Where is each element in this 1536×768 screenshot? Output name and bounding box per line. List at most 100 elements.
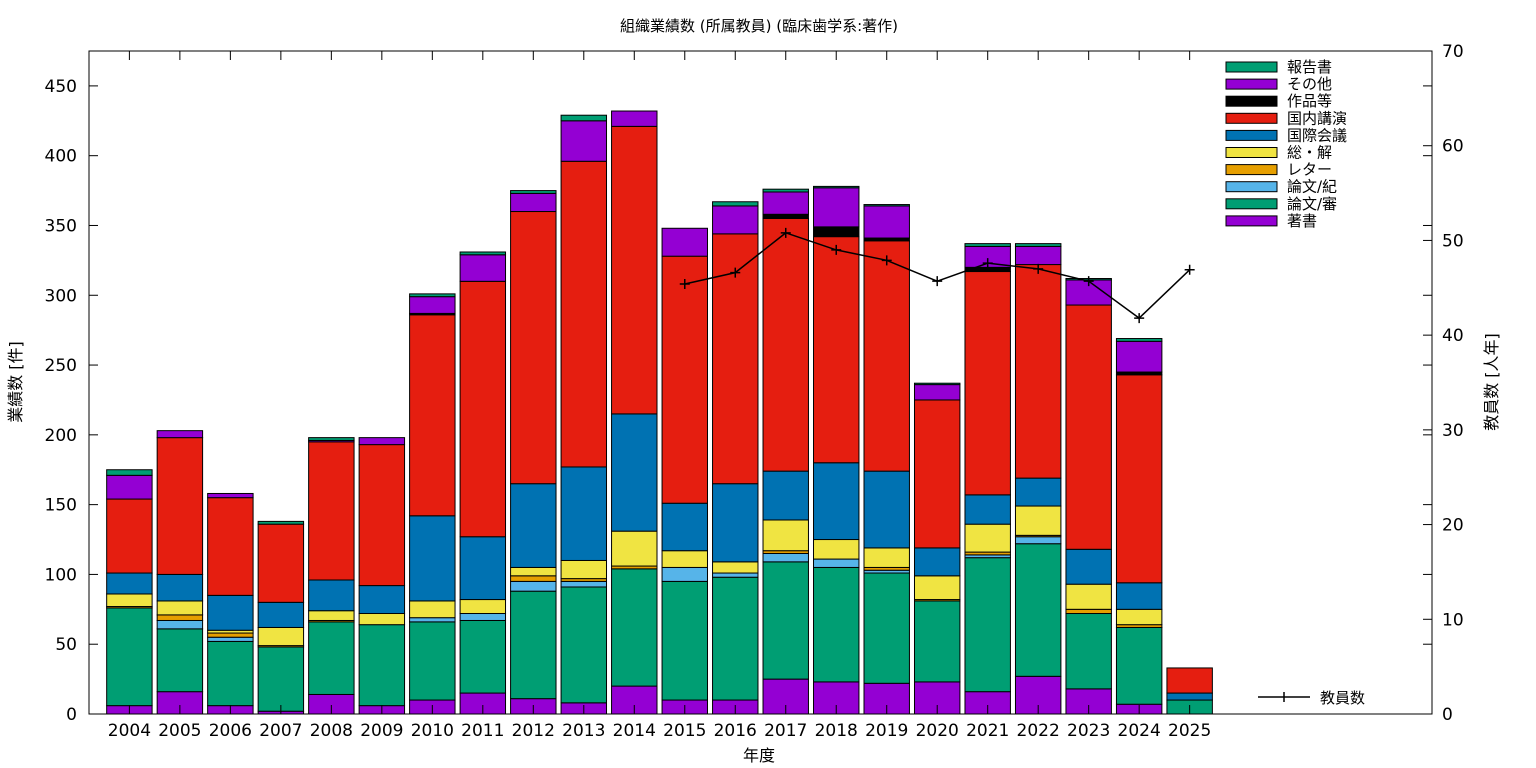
bars-layer	[106, 110, 1213, 715]
bar-2024-series-8	[1115, 340, 1163, 373]
x-tick-label: 2024	[1118, 721, 1161, 741]
legend-swatch	[1225, 129, 1278, 141]
y2-tick-label: 0	[1442, 705, 1453, 725]
legend-swatch	[1225, 147, 1278, 158]
bar-2022-series-8	[1014, 245, 1062, 266]
bar-2020-series-4	[913, 575, 961, 601]
bar-2022-series-6	[1014, 264, 1062, 479]
legend-label: 報告書	[1287, 58, 1332, 76]
y2-axis-label: 教員数 [人年]	[1482, 333, 1501, 431]
bar-2013-series-9	[560, 114, 608, 122]
y2-tick-label: 10	[1442, 610, 1464, 630]
bar-2016-series-9	[712, 201, 759, 207]
bar-2007-series-4	[257, 626, 305, 647]
teacher-count-point	[730, 267, 741, 278]
bar-2014-series-5	[611, 413, 658, 532]
bar-2020-series-5	[913, 547, 961, 577]
x-tick-label: 2013	[562, 721, 605, 741]
bar-2020-series-1	[913, 600, 961, 683]
bar-2024-series-6	[1115, 374, 1163, 584]
bar-2023-series-1	[1065, 613, 1112, 690]
bar-2008-series-6	[308, 441, 355, 581]
bar-2019-series-5	[863, 470, 910, 549]
bar-2006-series-5	[207, 594, 254, 631]
teacher-count-line	[679, 227, 1195, 324]
x-tick-label: 2019	[865, 721, 908, 741]
bar-2016-series-1	[712, 576, 759, 701]
legend-swatch	[1225, 78, 1278, 90]
bar-2016-series-8	[712, 205, 759, 235]
bar-2019-series-8	[863, 205, 910, 239]
bar-2006-series-8	[207, 492, 254, 499]
bar-2007-series-5	[257, 601, 305, 628]
bar-2005-series-1	[156, 628, 204, 693]
legend-swatch	[1225, 61, 1278, 73]
legend-label: 論文/紀	[1287, 178, 1337, 196]
bar-2004-series-4	[106, 593, 153, 608]
bar-2018-series-9	[813, 185, 860, 189]
bar-2007-series-1	[257, 646, 305, 712]
bar-2008-series-1	[308, 621, 355, 695]
y2-tick-label: 30	[1442, 421, 1464, 441]
x-tick-label: 2014	[613, 721, 656, 741]
bar-2013-series-2	[560, 580, 608, 588]
bar-2025-series-6	[1166, 667, 1213, 694]
bar-2013-series-4	[560, 559, 608, 580]
legend-label: 論文/審	[1287, 195, 1337, 213]
y2-tick-label: 50	[1442, 231, 1464, 251]
bar-2009-series-5	[358, 585, 406, 615]
legend-swatch	[1225, 95, 1278, 107]
bar-2015-series-4	[661, 550, 708, 568]
bar-2010-series-4	[409, 600, 456, 619]
bar-2025-series-5	[1166, 692, 1213, 701]
bar-2017-series-7	[762, 213, 809, 219]
bar-2017-series-9	[762, 188, 809, 193]
x-tick-label: 2010	[411, 721, 454, 741]
y2-tick-label: 70	[1442, 42, 1464, 62]
bar-2006-series-6	[207, 497, 254, 596]
y-axis-label: 業績数 [件]	[6, 341, 25, 423]
x-tick-label: 2004	[108, 721, 151, 741]
bar-2013-series-8	[560, 120, 608, 162]
y-tick-label: 400	[45, 147, 77, 167]
legend-label: 国際会議	[1287, 126, 1347, 144]
bar-2015-series-1	[661, 580, 708, 701]
plot-area	[88, 50, 1433, 715]
legend-label: その他	[1287, 75, 1332, 93]
bar-2018-series-7	[813, 226, 860, 238]
bar-2010-series-1	[409, 621, 456, 701]
bar-2016-series-4	[712, 561, 759, 574]
legend-swatch	[1225, 164, 1278, 176]
teacher-count-point	[780, 227, 791, 238]
bar-2009-series-4	[358, 613, 406, 626]
legend-label: 教員数	[1320, 689, 1365, 707]
bar-2021-series-5	[964, 494, 1011, 525]
teacher-count-point	[982, 258, 993, 269]
legend-swatch	[1225, 215, 1278, 227]
teacher-count-point	[932, 276, 943, 287]
bar-2014-series-4	[611, 530, 658, 567]
bar-2004-series-8	[106, 474, 153, 500]
x-tick-label: 2005	[158, 721, 201, 741]
teacher-count-point	[1134, 313, 1145, 324]
bar-2009-series-6	[358, 444, 406, 587]
legend-swatch	[1225, 112, 1278, 124]
bar-2013-series-5	[560, 466, 608, 561]
ticks-layer: 0 50 100 150 200 250 300 350 400 450 0 10 20 30 40 50 60…	[45, 42, 1464, 741]
bar-2014-series-1	[611, 568, 658, 687]
bar-2011-series-2	[459, 613, 507, 621]
bar-2012-series-2	[510, 580, 557, 592]
bar-2006-series-3	[207, 632, 254, 638]
bar-2004-series-9	[106, 469, 153, 476]
x-tick-label: 2025	[1168, 721, 1211, 741]
x-tick-label: 2023	[1067, 721, 1110, 741]
legend-label: レター	[1287, 161, 1332, 179]
bar-2024-series-5	[1115, 582, 1163, 610]
bar-2012-series-9	[510, 190, 557, 194]
bar-2017-series-5	[762, 470, 809, 521]
x-tick-label: 2018	[815, 721, 858, 741]
x-tick-label: 2007	[259, 721, 302, 741]
y2-tick-label: 20	[1442, 516, 1464, 536]
bar-2006-series-2	[207, 636, 254, 642]
y-tick-label: 300	[45, 286, 77, 306]
